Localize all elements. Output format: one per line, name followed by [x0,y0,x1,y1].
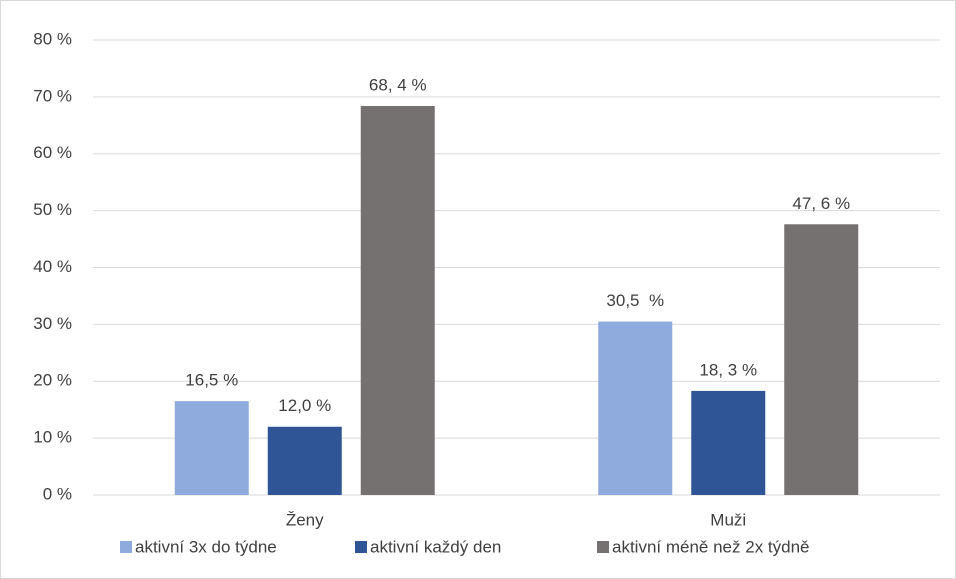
legend-label: aktivní méně než 2x týdně [612,537,810,556]
y-tick-label: 30 % [33,314,72,333]
value-label: 12,0 % [278,396,331,415]
y-tick-label: 60 % [33,143,72,162]
x-tick-label: Muži [710,510,746,529]
legend-swatch [597,541,609,553]
legend-swatch [355,541,367,553]
y-tick-label: 0 % [43,484,72,503]
legend-swatch [120,541,132,553]
value-label: 68, 4 % [369,75,427,94]
legend-label: aktivní každý den [370,537,501,556]
y-tick-label: 70 % [33,86,72,105]
bar [267,426,342,495]
value-label: 30,5 % [606,291,664,310]
bar [691,390,766,495]
y-tick-label: 80 % [33,29,72,48]
y-tick-label: 50 % [33,200,72,219]
y-tick-label: 40 % [33,257,72,276]
y-tick-label: 10 % [33,428,72,447]
bar [598,321,673,495]
legend-label: aktivní 3x do týdne [135,537,277,556]
value-label: 16,5 % [185,371,238,390]
value-label: 47, 6 % [792,194,850,213]
bar [784,224,859,495]
y-tick-label: 20 % [33,371,72,390]
bar [360,105,435,495]
bar [174,401,249,495]
value-label: 18, 3 % [699,360,757,379]
x-tick-label: Ženy [286,510,324,529]
